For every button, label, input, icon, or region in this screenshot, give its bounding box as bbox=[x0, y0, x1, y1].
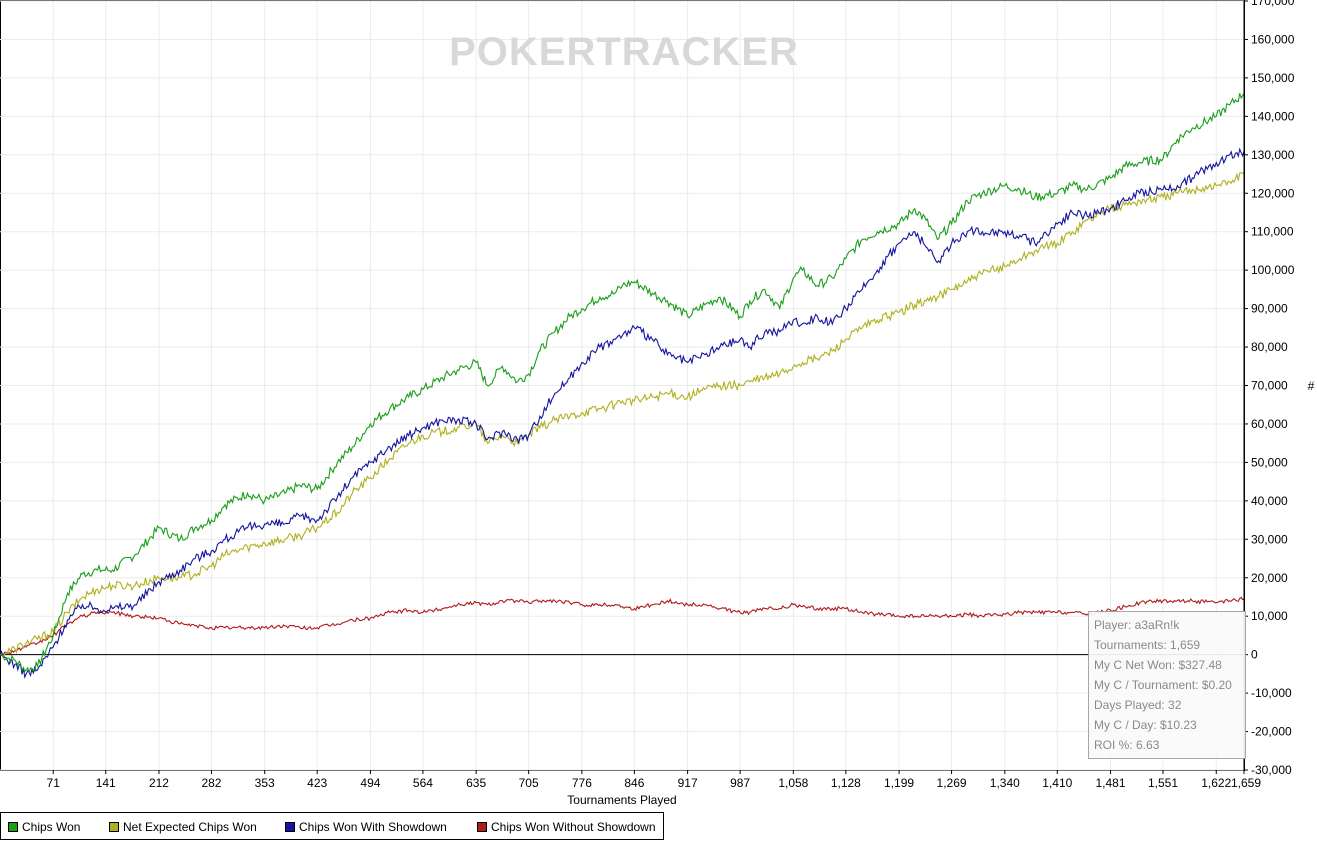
x-tick-label: 1,551 bbox=[1148, 776, 1178, 790]
x-tick-label: 635 bbox=[466, 776, 486, 790]
legend-label: Chips Won bbox=[22, 820, 81, 834]
x-tick-label: 564 bbox=[413, 776, 433, 790]
tooltip-per-tournament: My C / Tournament: $0.20 bbox=[1094, 678, 1232, 692]
y-axis-title: # bbox=[1308, 379, 1315, 393]
legend-item-with-showdown[interactable]: Chips Won With Showdown bbox=[285, 820, 447, 834]
y-tick-label: -20,000 bbox=[1251, 725, 1292, 739]
x-tick-label: 987 bbox=[730, 776, 750, 790]
x-tick-label: 423 bbox=[307, 776, 327, 790]
y-tick-label: 90,000 bbox=[1251, 302, 1288, 316]
tooltip-net-won: My C Net Won: $327.48 bbox=[1094, 658, 1222, 672]
y-tick-label: 0 bbox=[1251, 648, 1258, 662]
y-tick-label: 130,000 bbox=[1251, 148, 1295, 162]
x-tick-label: 1,058 bbox=[778, 776, 808, 790]
x-tick-label: 71 bbox=[47, 776, 61, 790]
x-tick-label: 1,410 bbox=[1042, 776, 1072, 790]
y-axis: -30,000 -20,000 -10,000 0 10,000 20,000 30,000… bbox=[1243, 0, 1295, 777]
legend-label: Chips Won Without Showdown bbox=[491, 820, 656, 834]
series-lines bbox=[0, 93, 1245, 680]
x-tick-label: 917 bbox=[678, 776, 698, 790]
x-tick-label: 282 bbox=[201, 776, 221, 790]
y-tick-label: 100,000 bbox=[1251, 263, 1295, 277]
tooltip-roi: ROI %: 6.63 bbox=[1094, 738, 1160, 752]
x-tick-label: 1,340 bbox=[990, 776, 1020, 790]
y-tick-label: 50,000 bbox=[1251, 455, 1288, 469]
legend-label: Net Expected Chips Won bbox=[123, 820, 257, 834]
y-tick-label: 110,000 bbox=[1251, 225, 1294, 239]
y-tick-label: 170,000 bbox=[1251, 0, 1295, 8]
series-line-chips-won-without-showdown bbox=[0, 596, 1245, 657]
x-tick-label: 1,622 bbox=[1201, 776, 1231, 790]
y-tick-label: 60,000 bbox=[1251, 417, 1288, 431]
y-tick-label: 150,000 bbox=[1251, 71, 1295, 85]
player-stats-tooltip: Player: a3aRn!k Tournaments: 1,659 My C … bbox=[1088, 611, 1246, 759]
x-axis-title: Tournaments Played bbox=[567, 793, 676, 807]
x-tick-label: 846 bbox=[624, 776, 644, 790]
y-tick-label: 40,000 bbox=[1251, 494, 1288, 508]
legend-item-chips-won[interactable]: Chips Won bbox=[8, 820, 80, 834]
legend-label: Chips Won With Showdown bbox=[299, 820, 447, 834]
x-tick-label: 1,269 bbox=[937, 776, 967, 790]
x-tick-label: 494 bbox=[360, 776, 380, 790]
legend-swatch-without-showdown bbox=[477, 821, 487, 832]
x-tick-label: 141 bbox=[96, 776, 116, 790]
y-tick-label: 160,000 bbox=[1251, 32, 1295, 46]
tooltip-tournaments: Tournaments: 1,659 bbox=[1094, 638, 1201, 652]
tooltip-per-day: My C / Day: $10.23 bbox=[1094, 718, 1197, 732]
legend-swatch-chips-won bbox=[8, 821, 18, 832]
watermark-logo: POKERTRACKER bbox=[449, 30, 799, 74]
y-tick-label: 20,000 bbox=[1251, 571, 1288, 585]
y-tick-label: 10,000 bbox=[1251, 609, 1288, 623]
x-tick-label: 705 bbox=[519, 776, 539, 790]
y-tick-label: 70,000 bbox=[1251, 379, 1288, 393]
x-tick-label: 1,199 bbox=[884, 776, 914, 790]
x-axis: 71 141 212 282 353 423 494 564 635 705 776 846 917 98… bbox=[47, 770, 1261, 790]
tooltip-player: Player: a3aRn!k bbox=[1094, 618, 1180, 632]
legend-item-net-expected[interactable]: Net Expected Chips Won bbox=[109, 820, 257, 834]
series-line-chips-won bbox=[0, 93, 1245, 674]
y-tick-label: -10,000 bbox=[1251, 686, 1292, 700]
y-tick-label: -30,000 bbox=[1251, 763, 1292, 777]
x-tick-label: 1,481 bbox=[1096, 776, 1126, 790]
legend-swatch-net-expected bbox=[109, 821, 119, 832]
y-tick-label: 30,000 bbox=[1251, 532, 1288, 546]
x-tick-label: 1,659 bbox=[1231, 776, 1261, 790]
series-line-chips-won-with-showdown bbox=[0, 147, 1245, 680]
y-tick-label: 80,000 bbox=[1251, 340, 1288, 354]
y-tick-label: 120,000 bbox=[1251, 186, 1295, 200]
x-tick-label: 776 bbox=[572, 776, 592, 790]
legend-swatch-with-showdown bbox=[285, 821, 295, 832]
legend-item-without-showdown[interactable]: Chips Won Without Showdown bbox=[477, 820, 656, 834]
x-tick-label: 1,128 bbox=[831, 776, 861, 790]
x-tick-label: 353 bbox=[255, 776, 275, 790]
series-line-net-expected-chips-won bbox=[0, 172, 1245, 660]
tooltip-days-played: Days Played: 32 bbox=[1094, 698, 1182, 712]
x-tick-label: 212 bbox=[149, 776, 169, 790]
y-tick-label: 140,000 bbox=[1251, 109, 1295, 123]
legend: Chips Won Net Expected Chips Won Chips W… bbox=[0, 812, 664, 840]
